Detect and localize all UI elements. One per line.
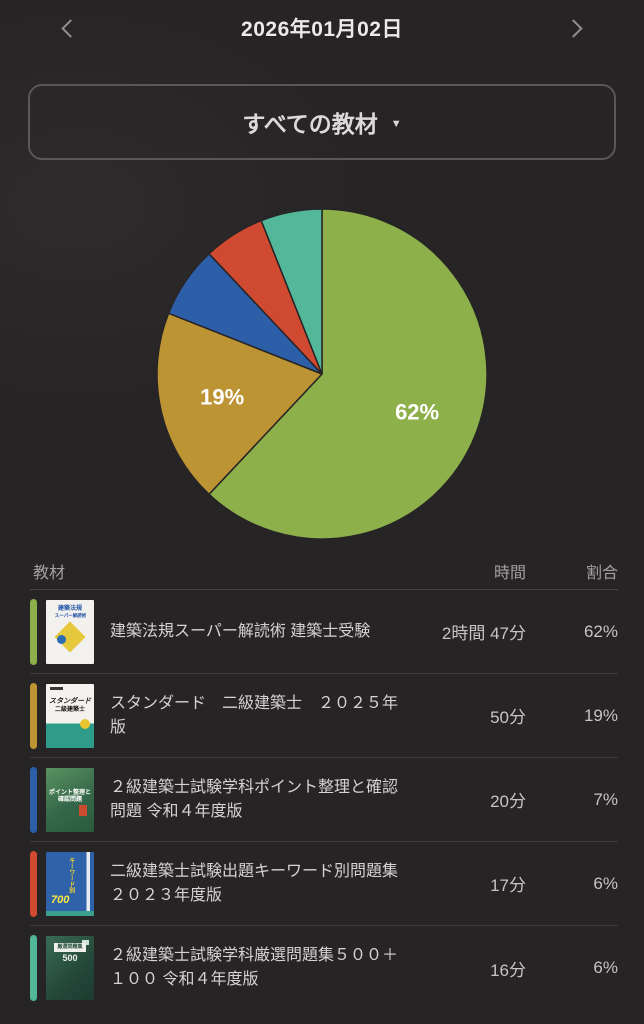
material-row[interactable]: スタンダード 二級建築士 スタンダード 二級建築士 ２０２５年版 50分 19% bbox=[30, 674, 618, 758]
cover-line-1: ポイント整理と bbox=[48, 789, 91, 796]
material-ratio: 6% bbox=[593, 958, 618, 977]
accent-bar bbox=[30, 598, 37, 665]
book-cover: スタンダード 二級建築士 bbox=[46, 683, 94, 748]
caret-down-icon: ▼ bbox=[390, 118, 402, 130]
material-row[interactable]: キーワード別 700 二級建築士試験出題キーワード別問題集 ２０２３年度版 17… bbox=[30, 842, 618, 926]
material-time: 2時間 47分 bbox=[441, 624, 526, 643]
cover-line-1: 建築法規 bbox=[57, 605, 82, 612]
material-ratio: 62% bbox=[583, 621, 618, 641]
pie-slice-label: 62% bbox=[395, 400, 439, 425]
material-title: 建築法規スーパー解読術 建築士受験 bbox=[110, 622, 371, 640]
table-header-row: 教材 時間 割合 bbox=[30, 552, 618, 590]
cover-line-1: スタンダード bbox=[49, 697, 91, 705]
book-cover: キーワード別 700 bbox=[46, 851, 94, 916]
accent-bar bbox=[30, 766, 37, 833]
chevron-right-icon bbox=[564, 18, 583, 38]
materials-table: 教材 時間 割合 建築法規 スーパー解読術 建築法規スーパー解読術 建築士受験 … bbox=[0, 552, 644, 1010]
filter-label: すべての教材 bbox=[242, 111, 378, 137]
material-time: 20分 bbox=[490, 792, 526, 811]
study-time-pie-chart: 62% 19% bbox=[156, 208, 488, 540]
pie-chart-container: 62% 19% bbox=[0, 202, 644, 546]
cover-line-2: 500 bbox=[62, 952, 78, 963]
book-cover: ポイント整理と 確認問題 bbox=[46, 767, 94, 832]
book-cover: 厳選問題集 500 bbox=[46, 936, 94, 1000]
header-time: 時間 bbox=[493, 564, 526, 582]
pie-slice-label: 19% bbox=[200, 384, 244, 409]
cover-line-2: 二級建築士 bbox=[54, 706, 85, 713]
pie-slice bbox=[156, 312, 324, 496]
material-filter-dropdown[interactable]: すべての教材 ▼ bbox=[28, 84, 616, 160]
book-cover: 建築法規 スーパー解読術 bbox=[46, 599, 94, 664]
accent-bar bbox=[30, 850, 37, 917]
materials-list: 建築法規 スーパー解読術 建築法規スーパー解読術 建築士受験 2時間 47分 6… bbox=[30, 590, 618, 1010]
date-navigator: 2026年01月02日 bbox=[0, 0, 644, 56]
material-row[interactable]: 厳選問題集 500 ２級建築士試験学科厳選問題集５００＋１００ 令和４年度版 1… bbox=[30, 926, 618, 1010]
cover-line-2: 700 bbox=[51, 894, 70, 907]
pie-slice bbox=[260, 208, 323, 375]
material-ratio: 7% bbox=[593, 789, 618, 809]
material-title: 二級建築士試験出題キーワード別問題集 ２０２３年度版 bbox=[110, 862, 415, 904]
accent-bar bbox=[30, 935, 37, 1001]
next-date-button[interactable] bbox=[561, 16, 586, 41]
material-row[interactable]: ポイント整理と 確認問題 ２級建築士試験学科ポイント整理と確認問題 令和４年度版… bbox=[30, 758, 618, 842]
chevron-left-icon bbox=[61, 18, 80, 38]
material-ratio: 19% bbox=[583, 705, 618, 725]
material-time: 16分 bbox=[490, 960, 526, 980]
accent-bar bbox=[30, 682, 37, 749]
pie-slice bbox=[207, 208, 488, 540]
material-title: ２級建築士試験学科ポイント整理と確認問題 令和４年度版 bbox=[110, 778, 399, 820]
header-material: 教材 bbox=[33, 564, 66, 582]
cover-line-1: キーワード別 bbox=[67, 856, 74, 893]
material-time: 17分 bbox=[490, 876, 526, 895]
material-title: ２級建築士試験学科厳選問題集５００＋１００ 令和４年度版 bbox=[110, 947, 399, 988]
cover-line-2: 確認問題 bbox=[57, 797, 82, 804]
material-title: スタンダード 二級建築士 ２０２５年版 bbox=[110, 694, 399, 736]
material-time: 50分 bbox=[490, 708, 526, 727]
material-row[interactable]: 建築法規 スーパー解読術 建築法規スーパー解読術 建築士受験 2時間 47分 6… bbox=[30, 590, 618, 674]
header-ratio: 割合 bbox=[585, 564, 618, 582]
prev-date-button[interactable] bbox=[58, 16, 83, 41]
date-title: 2026年01月02日 bbox=[241, 18, 403, 41]
cover-line-2: スーパー解読術 bbox=[54, 613, 86, 620]
cover-line-1: 厳選問題集 bbox=[54, 943, 86, 952]
material-ratio: 6% bbox=[593, 873, 618, 893]
